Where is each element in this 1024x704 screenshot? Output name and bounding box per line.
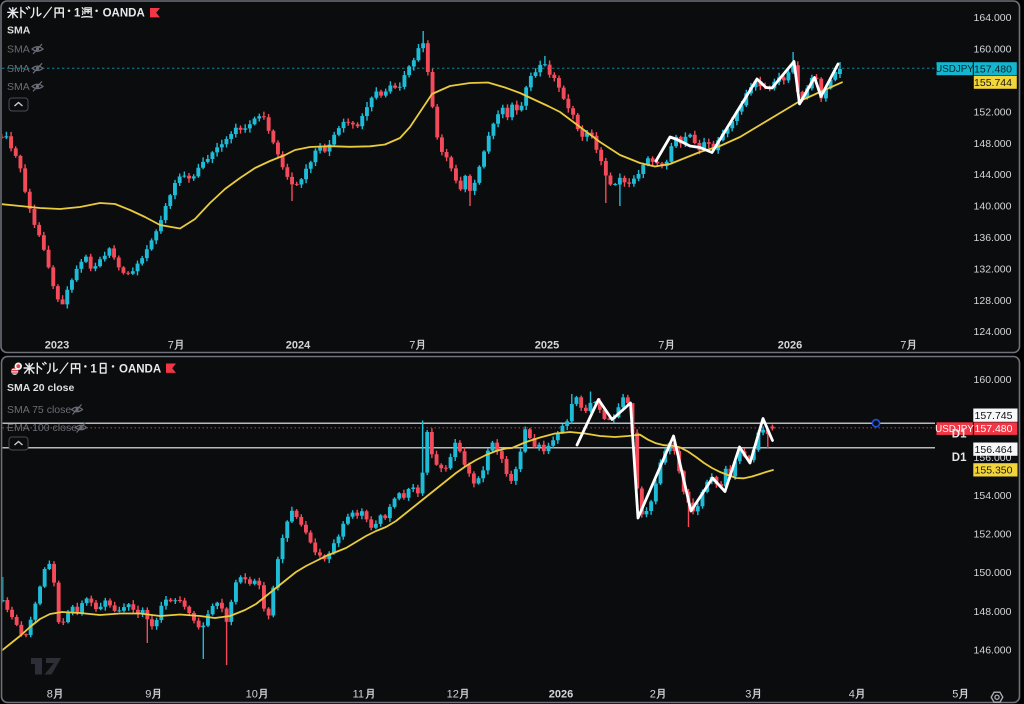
svg-text:136.000: 136.000 [974, 232, 1012, 244]
svg-text:8: 8 [47, 689, 53, 701]
svg-text:4: 4 [849, 689, 855, 701]
svg-text:1: 1 [74, 8, 81, 20]
svg-text:3: 3 [745, 689, 751, 701]
svg-text:SMA: SMA [7, 24, 31, 36]
svg-text:132.000: 132.000 [974, 263, 1012, 275]
svg-text:2024: 2024 [286, 339, 311, 351]
svg-text:USDJPY: USDJPY [935, 64, 974, 75]
svg-text:EMA 100 close: EMA 100 close [7, 422, 77, 434]
svg-text:2026: 2026 [549, 688, 573, 700]
svg-text:155.744: 155.744 [974, 77, 1012, 89]
svg-text:SMA: SMA [7, 81, 30, 93]
svg-text:128.000: 128.000 [974, 295, 1012, 307]
svg-text:7: 7 [900, 340, 906, 352]
svg-text:148.000: 148.000 [974, 606, 1012, 618]
svg-text:152.000: 152.000 [974, 529, 1012, 541]
svg-text:7: 7 [168, 340, 174, 352]
svg-text:148.000: 148.000 [974, 138, 1012, 150]
svg-text:OANDA: OANDA [103, 8, 145, 20]
svg-text:160.000: 160.000 [974, 44, 1012, 56]
svg-text:OANDA: OANDA [119, 363, 161, 375]
svg-text:152.000: 152.000 [974, 106, 1012, 118]
svg-text:150.000: 150.000 [974, 567, 1012, 579]
svg-text:SMA 20 close: SMA 20 close [7, 382, 74, 394]
svg-text:156.464: 156.464 [975, 444, 1013, 456]
svg-text:154.000: 154.000 [974, 490, 1012, 502]
svg-text:164.000: 164.000 [974, 12, 1012, 24]
svg-text:2025: 2025 [535, 339, 559, 351]
svg-text:2: 2 [650, 689, 656, 701]
svg-text:124.000: 124.000 [974, 326, 1012, 338]
svg-text:7: 7 [658, 340, 664, 352]
svg-text:144.000: 144.000 [974, 169, 1012, 181]
svg-text:11: 11 [353, 689, 364, 701]
svg-text:155.350: 155.350 [975, 465, 1013, 477]
svg-text:USDJPY: USDJPY [935, 424, 974, 435]
svg-text:12: 12 [447, 689, 459, 701]
svg-text:160.000: 160.000 [974, 374, 1012, 386]
svg-text:157.480: 157.480 [975, 423, 1013, 435]
svg-text:2026: 2026 [778, 339, 802, 351]
svg-text:9: 9 [145, 689, 151, 701]
svg-text:1: 1 [90, 363, 97, 375]
svg-text:D1: D1 [952, 429, 967, 441]
svg-text:D1: D1 [952, 452, 967, 464]
svg-text:5: 5 [952, 689, 958, 701]
svg-text:2023: 2023 [45, 339, 69, 351]
svg-text:SMA: SMA [7, 63, 30, 75]
svg-text:140.000: 140.000 [974, 201, 1012, 213]
svg-text:10: 10 [246, 689, 258, 701]
svg-text:7: 7 [409, 340, 415, 352]
svg-text:SMA 75 close: SMA 75 close [7, 404, 71, 416]
svg-text:157.745: 157.745 [975, 410, 1013, 422]
svg-text:157.480: 157.480 [974, 63, 1012, 75]
svg-text:SMA: SMA [7, 44, 30, 56]
svg-text:146.000: 146.000 [974, 645, 1012, 657]
